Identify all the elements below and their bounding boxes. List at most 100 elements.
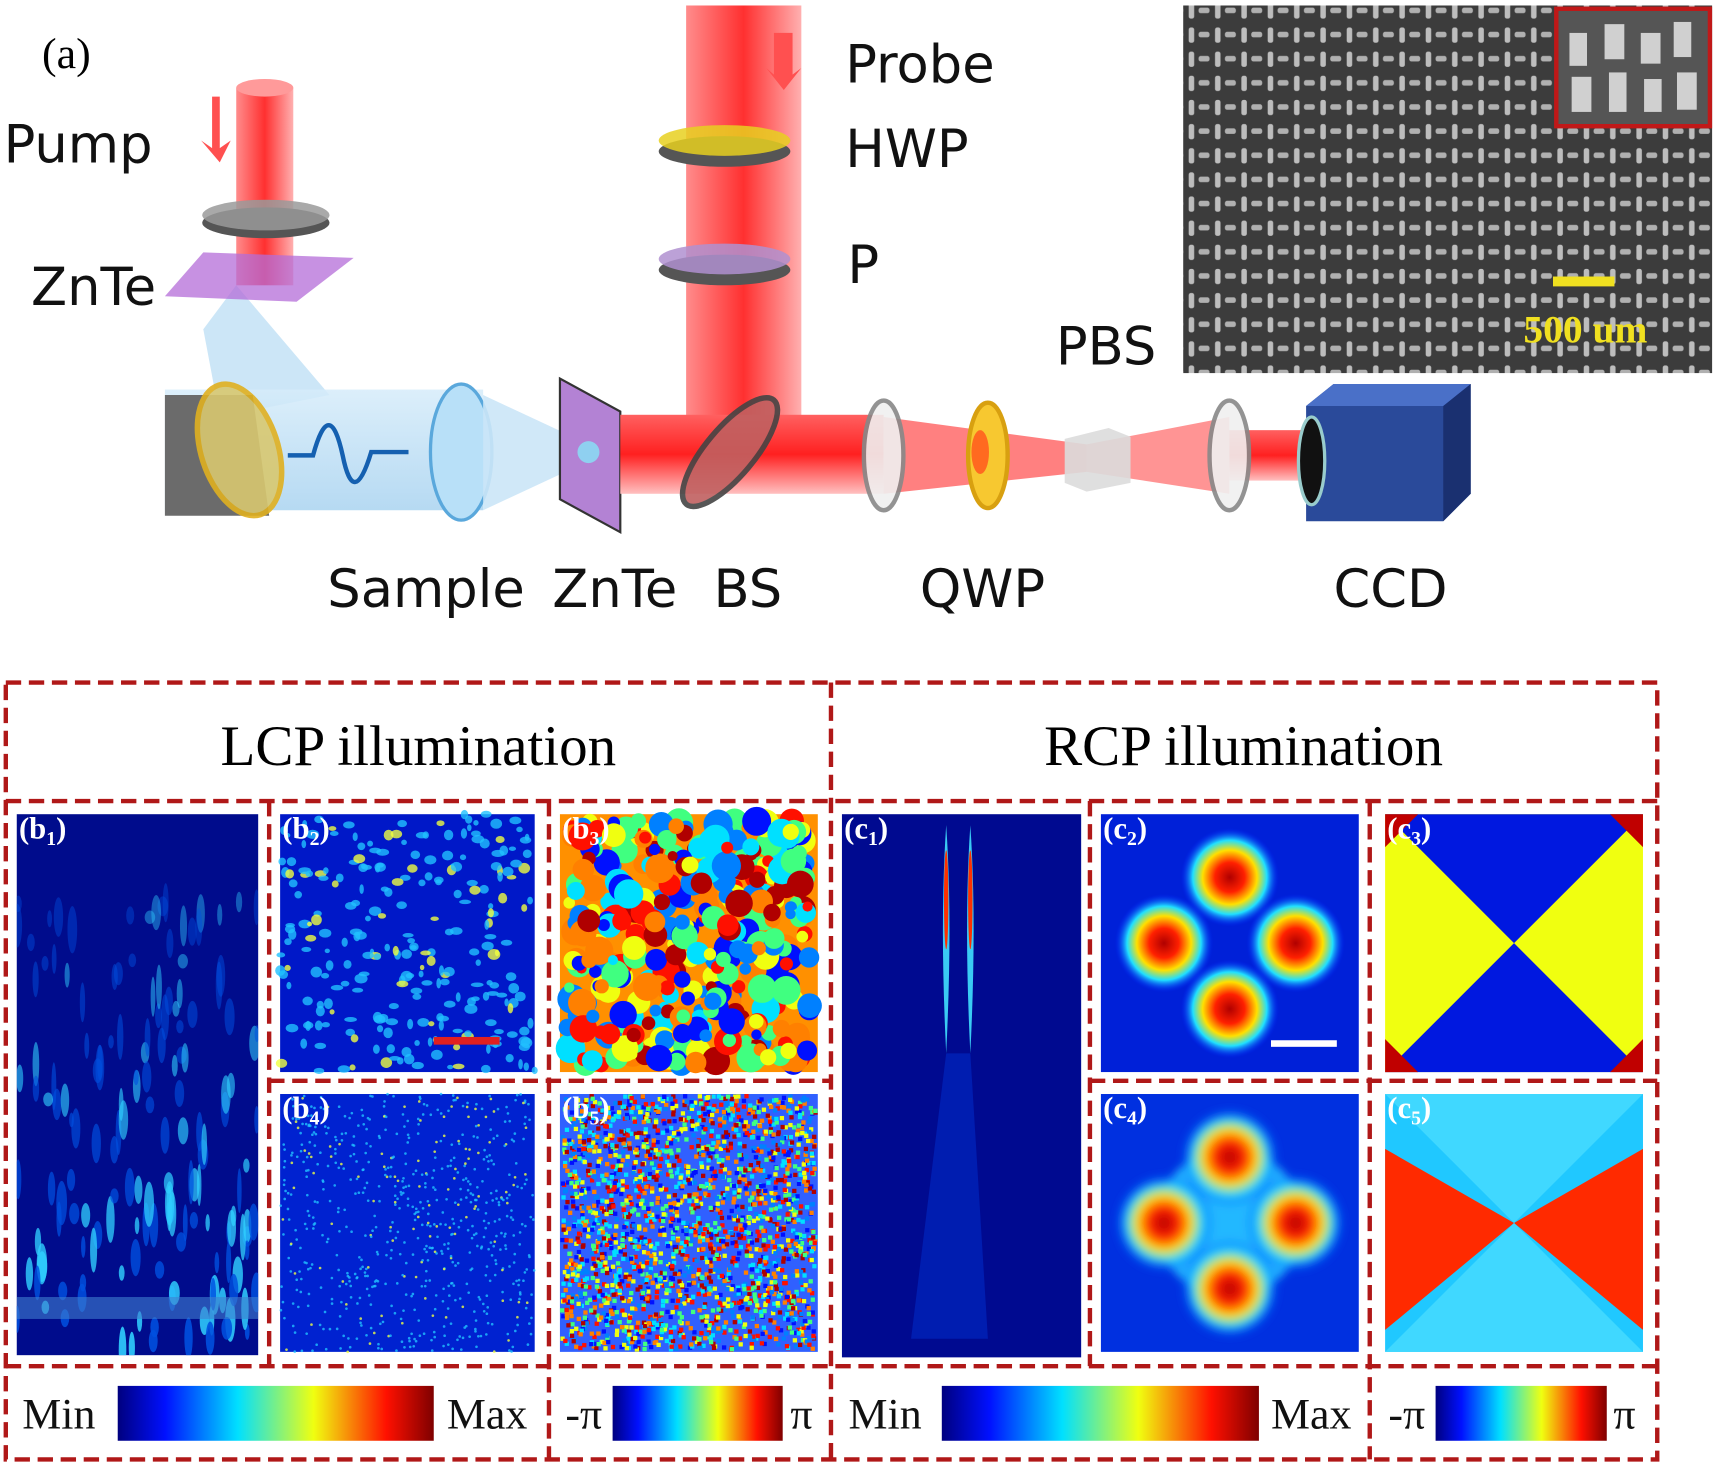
phase-blob [782, 1187, 787, 1193]
phase-blob [577, 1231, 582, 1236]
speckle [338, 1142, 341, 1146]
phase-blob [624, 1112, 630, 1118]
speckle [297, 1305, 300, 1309]
phase-blob [734, 1170, 739, 1176]
phase-blob [564, 1307, 569, 1313]
speckle [293, 1272, 297, 1275]
phase-blob [720, 1281, 726, 1286]
phase-blob [641, 1180, 646, 1185]
phase-blob [661, 1283, 666, 1288]
phase-blob [563, 1287, 568, 1293]
phase-blob [691, 1294, 696, 1299]
speckle [345, 1303, 348, 1306]
phase-blob [697, 1337, 702, 1342]
phase-blob [736, 1207, 742, 1212]
speckle [329, 1009, 335, 1015]
phase-blob [587, 1162, 592, 1168]
phase-blob [580, 1180, 585, 1185]
phase-blob [800, 1219, 805, 1224]
phase-blob [570, 1151, 576, 1157]
speckle [430, 1049, 443, 1060]
phase-blob [647, 1171, 653, 1177]
phase-blob [747, 1166, 752, 1172]
speckle [432, 1330, 436, 1334]
phase-blob [677, 1181, 682, 1186]
speckle [471, 996, 480, 1002]
phase-blob [603, 1260, 608, 1265]
phase-blob [566, 1323, 571, 1328]
speckle [372, 1331, 376, 1335]
speckle [468, 1335, 471, 1338]
phase-blob [781, 1105, 787, 1110]
speckle [486, 1321, 490, 1325]
phase-blob [649, 1344, 654, 1350]
phase-blob [807, 1288, 812, 1293]
phase-blob [595, 1313, 600, 1318]
phase-blob [571, 1116, 576, 1122]
phase-blob [655, 1200, 660, 1205]
scale-bar [1552, 276, 1615, 287]
speckle [383, 829, 394, 841]
phase-blob [620, 1201, 625, 1207]
phase-blob [595, 1210, 601, 1215]
speckle [313, 1144, 317, 1147]
phase-blob [762, 1308, 767, 1314]
phase-blob [677, 1250, 683, 1255]
phase-blob [755, 1333, 760, 1339]
phase-blob [659, 1270, 665, 1275]
phase-blob [693, 1127, 699, 1132]
speckle [461, 1104, 465, 1108]
phase-blob [768, 1207, 774, 1212]
phase-blob [612, 1180, 618, 1186]
phase-blob [668, 1220, 673, 1225]
phase-blob [716, 1140, 721, 1145]
phase-blob [594, 1341, 599, 1346]
phase-blob [591, 1117, 596, 1122]
phase-blob [592, 1295, 597, 1300]
speckle [399, 1190, 403, 1194]
phase-blob [763, 1201, 768, 1206]
speckle [460, 828, 468, 839]
phase-blob [574, 1296, 579, 1301]
phase-blob [569, 1313, 574, 1319]
phase-blob [564, 1238, 569, 1243]
phase-blob [781, 1256, 786, 1261]
speckle [298, 919, 312, 929]
phase-blob [574, 1194, 580, 1200]
speckle [510, 1209, 513, 1212]
phase-blob [725, 1286, 730, 1292]
phase-blob [599, 1303, 604, 1308]
speckle [330, 1222, 334, 1226]
phase-blob [667, 850, 678, 862]
phase-blob [580, 1124, 585, 1129]
speckle [491, 1199, 495, 1202]
phase-blob [703, 1111, 708, 1117]
phase-blob [762, 1144, 767, 1149]
speckle [337, 1268, 340, 1272]
speckle [469, 1200, 473, 1204]
speckle [512, 1234, 516, 1237]
speckle [64, 962, 70, 988]
phase-blob [612, 1298, 617, 1303]
speckle [522, 849, 532, 859]
phase-blob [734, 1159, 739, 1164]
phase-blob [655, 1241, 660, 1246]
phase-blob [657, 1163, 662, 1169]
speckle [417, 1159, 420, 1163]
phase-blob [757, 1247, 763, 1253]
phase-blob [715, 1315, 721, 1320]
phase-blob [762, 1341, 767, 1347]
phase-blob [600, 1173, 605, 1179]
phase-blob [602, 1292, 608, 1297]
phase-blob [754, 1238, 760, 1243]
phase-blob [737, 1188, 742, 1193]
phase-blob [687, 1181, 693, 1186]
phase-blob [646, 1289, 651, 1294]
speckle [313, 1067, 325, 1074]
phase-blob [591, 1258, 597, 1264]
phase-blob [756, 1109, 761, 1115]
speckle [449, 1164, 452, 1168]
phase-blob [784, 1344, 790, 1349]
phase-blob [697, 1196, 702, 1201]
phase-blob [774, 1120, 779, 1125]
